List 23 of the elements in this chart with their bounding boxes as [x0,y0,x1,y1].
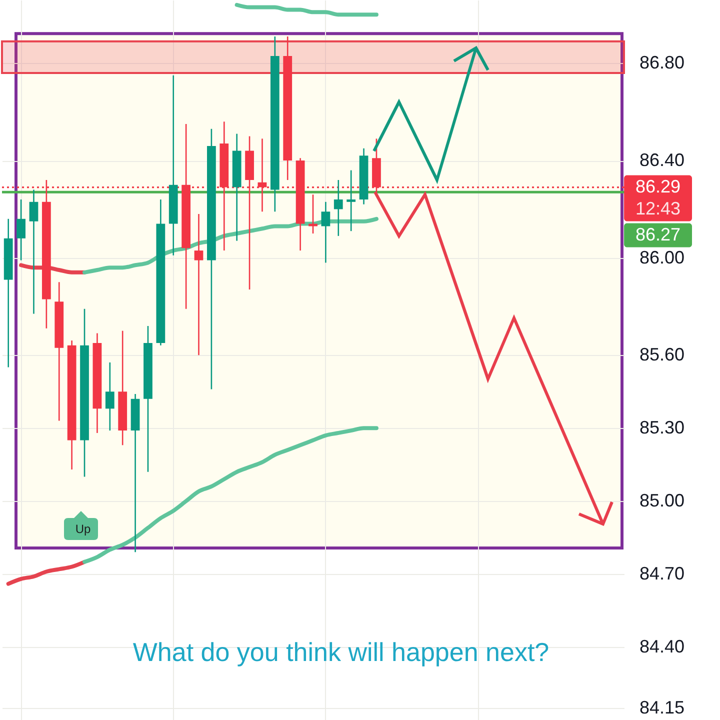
candlestick [105,362,114,432]
candlestick [194,213,204,356]
y-tick-label: 85.30 [640,418,685,438]
y-tick-label: 86.40 [640,150,685,170]
line-series [234,2,378,17]
annotation: What do you think will happen next? [132,637,550,667]
line-series [6,560,87,586]
annotation: Up [75,522,91,536]
candlestick [321,201,330,264]
y-tick-label: 86.00 [640,247,685,268]
candlestick [16,198,26,261]
ref-line-label: 86.27 [635,224,681,244]
y-tick-label: 85.60 [640,344,685,365]
candlestick [334,179,343,237]
y-tick-label: 84.70 [640,564,685,584]
y-tick-label: 85.00 [640,490,685,511]
ref-line-label: 86.29 [635,176,681,196]
candlestick [29,189,38,314]
y-tick-label: 84.15 [640,697,685,718]
text: 12:43 [635,198,681,218]
y-tick-label: 86.80 [640,52,685,73]
candlestick [346,170,356,232]
y-tick-label: 84.40 [640,636,685,657]
